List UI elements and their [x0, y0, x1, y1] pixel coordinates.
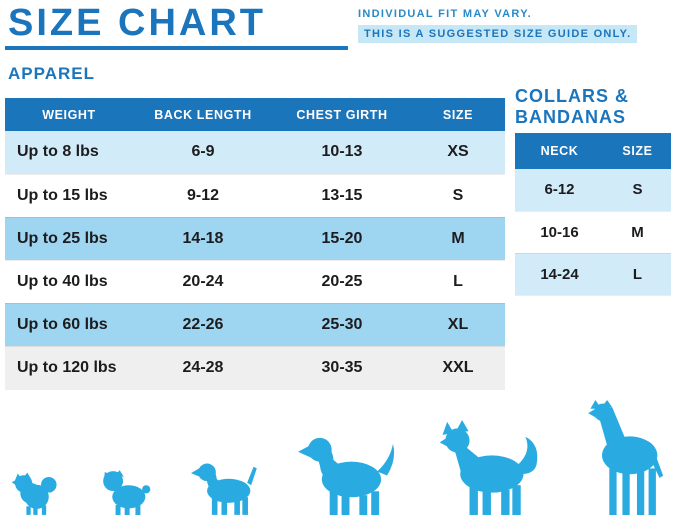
weight-cell: Up to 15 lbs [5, 174, 133, 218]
weight-cell: Up to 40 lbs [5, 260, 133, 304]
guide-note: THIS IS A SUGGESTED SIZE GUIDE ONLY. [358, 25, 638, 43]
size-cell: XXL [411, 346, 505, 390]
apparel-table-row: Up to 15 lbs 9-12 13-15 S [5, 174, 505, 218]
dog-size-illustrations [10, 400, 672, 515]
pug-dog-icon [102, 470, 151, 515]
beagle-dog-icon [190, 463, 257, 515]
weight-cell: Up to 8 lbs [5, 131, 133, 175]
apparel-column-size: SIZE [411, 98, 505, 131]
collars-column-size: SIZE [604, 133, 671, 169]
back-length-cell: 6-9 [133, 131, 273, 175]
size-cell: XL [411, 303, 505, 347]
page-title: SIZE CHART [8, 2, 266, 44]
weight-cell: Up to 25 lbs [5, 217, 133, 261]
apparel-header-row: WEIGHT BACK LENGTH CHEST GIRTH SIZE [5, 98, 505, 131]
collars-bandanas-heading: COLLARS & BANDANAS [515, 86, 629, 127]
husky-dog-icon [439, 420, 538, 515]
size-cell: S [604, 169, 671, 212]
chest-girth-cell: 10-13 [273, 131, 411, 175]
collars-size-table: NECK SIZE 6-12 S 10-16 M 14-24 L [515, 133, 671, 296]
collars-table-row: 6-12 S [515, 169, 671, 212]
size-cell: M [411, 217, 505, 261]
collars-table-row: 14-24 L [515, 253, 671, 296]
fit-note: INDIVIDUAL FIT MAY VARY. [358, 8, 533, 20]
apparel-column-back-length: BACK LENGTH [133, 98, 273, 131]
back-length-cell: 14-18 [133, 217, 273, 261]
apparel-table-row: Up to 25 lbs 14-18 15-20 M [5, 217, 505, 261]
chest-girth-cell: 25-30 [273, 303, 411, 347]
apparel-table-row: Up to 120 lbs 24-28 30-35 XXL [5, 346, 505, 390]
chest-girth-cell: 13-15 [273, 174, 411, 218]
size-cell: S [411, 174, 505, 218]
size-cell: XS [411, 131, 505, 175]
collars-column-neck: NECK [515, 133, 604, 169]
apparel-table-row: Up to 8 lbs 6-9 10-13 XS [5, 131, 505, 175]
apparel-table-row: Up to 40 lbs 20-24 20-25 L [5, 260, 505, 304]
neck-cell: 10-16 [515, 211, 604, 254]
collars-table-row: 10-16 M [515, 211, 671, 254]
weight-cell: Up to 120 lbs [5, 346, 133, 390]
collars-header-row: NECK SIZE [515, 133, 671, 169]
apparel-heading: APPAREL [8, 64, 95, 83]
cocker-spaniel-dog-icon [298, 437, 395, 515]
apparel-size-table: WEIGHT BACK LENGTH CHEST GIRTH SIZE Up t… [5, 98, 505, 390]
chest-girth-cell: 15-20 [273, 217, 411, 261]
weight-cell: Up to 60 lbs [5, 303, 133, 347]
apparel-column-weight: WEIGHT [5, 98, 133, 131]
chest-girth-cell: 30-35 [273, 346, 411, 390]
back-length-cell: 24-28 [133, 346, 273, 390]
back-length-cell: 22-26 [133, 303, 273, 347]
chest-girth-cell: 20-25 [273, 260, 411, 304]
size-cell: L [411, 260, 505, 304]
title-underline [5, 46, 348, 50]
back-length-cell: 9-12 [133, 174, 273, 218]
apparel-table-row: Up to 60 lbs 22-26 25-30 XL [5, 303, 505, 347]
pomeranian-dog-icon [11, 472, 57, 515]
apparel-column-chest-girth: CHEST GIRTH [273, 98, 411, 131]
size-cell: L [604, 253, 671, 296]
size-cell: M [604, 211, 671, 254]
great-dane-dog-icon [588, 400, 664, 515]
neck-cell: 6-12 [515, 169, 604, 212]
neck-cell: 14-24 [515, 253, 604, 296]
back-length-cell: 20-24 [133, 260, 273, 304]
disclaimer-notes: INDIVIDUAL FIT MAY VARY. THIS IS A SUGGE… [358, 8, 638, 43]
